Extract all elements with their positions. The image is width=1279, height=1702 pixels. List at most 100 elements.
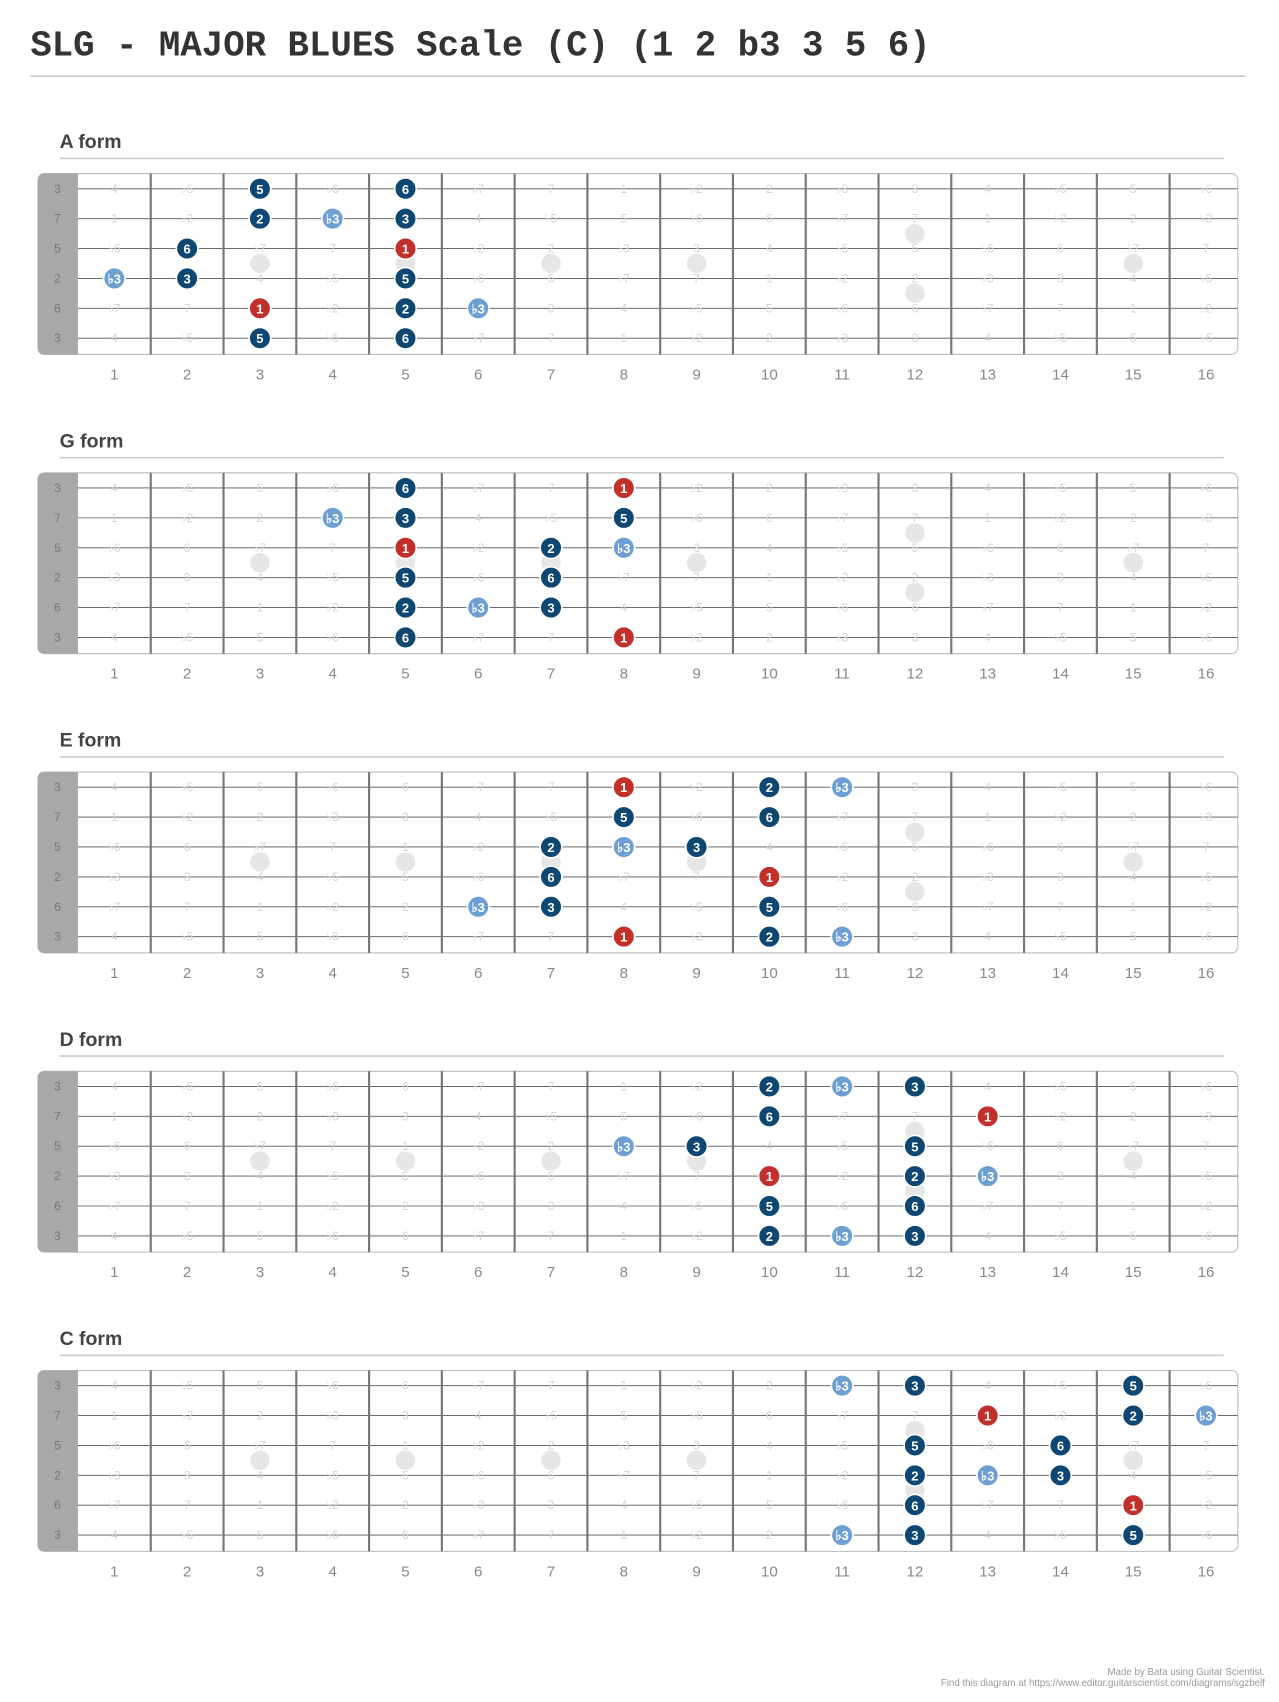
- interval-hint: ♭2: [836, 271, 849, 285]
- note-label: ♭3: [835, 780, 848, 795]
- interval-hint: 6: [1057, 1139, 1064, 1153]
- interval-hint: 4: [475, 1109, 482, 1123]
- interval-hint: 1: [111, 511, 118, 525]
- interval-hint: 6: [402, 1079, 409, 1093]
- open-string-label: 3: [54, 780, 61, 794]
- interval-hint: 6: [912, 900, 919, 914]
- interval-hint: 2: [766, 1379, 773, 1393]
- interval-hint: 7: [184, 301, 191, 315]
- interval-hint: ♭6: [836, 1199, 849, 1213]
- note-dot: [684, 835, 709, 859]
- interval-hint: 7: [912, 212, 919, 226]
- note-label: 3: [911, 1528, 918, 1543]
- fret-number: 3: [256, 965, 264, 982]
- interval-hint: 3: [548, 301, 555, 315]
- note-dot: [903, 1224, 927, 1248]
- interval-hint: 4: [111, 481, 118, 495]
- nut: [37, 1071, 78, 1253]
- interval-hint: ♭7: [472, 481, 485, 495]
- interval-hint: ♭7: [472, 780, 485, 794]
- interval-hint: ♭6: [327, 481, 340, 495]
- interval-hint: 7: [912, 1109, 919, 1123]
- interval-hint: ♭2: [1054, 1409, 1067, 1423]
- fret-number: 13: [979, 666, 996, 683]
- interval-hint: 7: [693, 870, 700, 884]
- interval-hint: 5: [620, 212, 627, 226]
- inlay: [395, 1450, 416, 1471]
- interval-hint: 4: [984, 331, 991, 345]
- fret-number: 8: [620, 1563, 628, 1580]
- note-label: 6: [402, 630, 409, 645]
- fret-number: 4: [328, 1264, 336, 1281]
- interval-hint: 5: [1130, 930, 1137, 944]
- inlay: [686, 253, 707, 274]
- interval-hint: 1: [620, 331, 627, 345]
- fret-number: 2: [183, 367, 191, 384]
- open-string-label: 3: [54, 481, 61, 495]
- note-dot: [1121, 1493, 1145, 1517]
- note-label: 6: [402, 182, 409, 197]
- interval-hint: 5: [1130, 182, 1137, 196]
- interval-hint: ♭2: [1054, 511, 1067, 525]
- interval-hint: 5: [1130, 1079, 1137, 1093]
- interval-hint: 7: [912, 511, 919, 525]
- interval-hint: 2: [766, 331, 773, 345]
- interval-hint: 6: [766, 1409, 773, 1423]
- interval-hint: ♭7: [982, 1199, 995, 1213]
- note-dot: [321, 207, 345, 231]
- fret-number: 2: [183, 965, 191, 982]
- note-dot: [466, 296, 490, 320]
- note-label: 5: [766, 900, 773, 915]
- fret-number: 10: [761, 965, 778, 982]
- interval-hint: 5: [1130, 481, 1137, 495]
- interval-hint: 4: [620, 301, 627, 315]
- fret-number: 7: [547, 666, 555, 683]
- interval-hint: ♭5: [836, 541, 849, 555]
- note-label: 3: [1057, 1468, 1064, 1483]
- fret-number: 5: [401, 666, 409, 683]
- interval-hint: 5: [257, 780, 264, 794]
- interval-hint: 3: [184, 571, 191, 585]
- note-label: 3: [547, 900, 554, 915]
- interval-hint: 1: [620, 182, 627, 196]
- fret-number: 16: [1198, 1563, 1215, 1580]
- inlay: [686, 1450, 707, 1471]
- note-label: 1: [256, 301, 263, 316]
- interval-hint: 1: [402, 840, 409, 854]
- fret-number: 7: [547, 1264, 555, 1281]
- note-dot: [612, 805, 636, 829]
- interval-hint: 3: [1057, 1169, 1064, 1183]
- interval-hint: 1: [257, 601, 264, 615]
- interval-hint: ♭6: [836, 601, 849, 615]
- interval-hint: ♭2: [690, 331, 703, 345]
- interval-hint: 7: [548, 780, 555, 794]
- note-dot: [612, 1134, 636, 1158]
- note-dot: [321, 506, 345, 530]
- fret-number: 10: [761, 1264, 778, 1281]
- interval-hint: 7: [184, 900, 191, 914]
- form-label: E form: [60, 730, 122, 752]
- interval-hint: 5: [257, 930, 264, 944]
- note-dot: [612, 506, 636, 530]
- note-label: 5: [620, 511, 627, 526]
- interval-hint: 4: [111, 1379, 118, 1393]
- interval-hint: ♭5: [1200, 1169, 1213, 1183]
- fret-number: 3: [256, 1264, 264, 1281]
- interval-hint: 4: [766, 840, 773, 854]
- note-label: 1: [620, 481, 627, 496]
- inlay: [1123, 253, 1143, 274]
- interval-hint: ♭2: [472, 1438, 485, 1452]
- fret-number: 13: [979, 1563, 996, 1580]
- note-dot: [539, 835, 563, 859]
- interval-hint: 7: [1203, 840, 1210, 854]
- interval-hint: 4: [257, 1169, 264, 1183]
- fret-number: 12: [906, 666, 923, 683]
- interval-hint: 3: [912, 930, 919, 944]
- interval-hint: 3: [912, 780, 919, 794]
- inlay: [905, 881, 925, 902]
- interval-hint: ♭2: [690, 182, 703, 196]
- interval-hint: 6: [1057, 840, 1064, 854]
- interval-hint: ♭6: [1200, 630, 1213, 644]
- note-dot: [393, 207, 418, 231]
- interval-hint: ♭5: [181, 1379, 194, 1393]
